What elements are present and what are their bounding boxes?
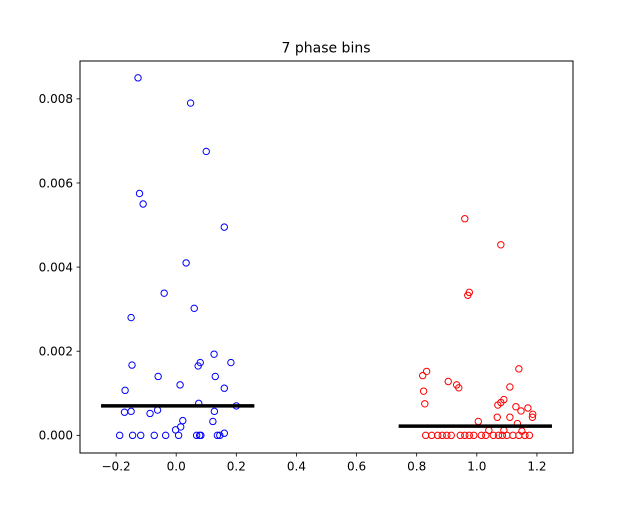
data-point [525, 431, 534, 440]
data-point [120, 408, 129, 416]
data-point [494, 401, 502, 409]
x-axis: −0.2 0.0 0.2 0.4 0.6 0.8 1.0 1.2 [102, 453, 546, 474]
data-point [477, 431, 486, 440]
data-point [419, 387, 428, 395]
data-point [506, 383, 514, 391]
data-point [209, 417, 217, 426]
data-point [497, 241, 505, 249]
data-point [498, 431, 507, 440]
y-tick-label: 0.008 [39, 92, 73, 106]
data-point [227, 358, 235, 367]
x-tick-label: 0.0 [167, 460, 186, 474]
data-point [447, 431, 455, 440]
x-tick-label: −0.2 [102, 460, 131, 474]
data-point [137, 431, 145, 440]
data-point [160, 289, 168, 297]
data-point [146, 409, 154, 418]
chart-title: 7 phase bins [282, 41, 371, 57]
data-marks [115, 74, 537, 440]
data-point [515, 365, 523, 373]
data-point [465, 431, 473, 440]
plot-frame [79, 60, 574, 454]
data-point [174, 431, 183, 440]
data-point [438, 431, 446, 440]
data-point [192, 431, 201, 440]
x-tick-label: 0.4 [287, 460, 306, 474]
data-point [464, 291, 472, 299]
data-point [128, 361, 136, 369]
data-point [211, 372, 219, 381]
data-point [139, 200, 147, 208]
data-point [418, 371, 427, 380]
data-point [220, 429, 228, 437]
series-1 [115, 74, 241, 440]
data-point [506, 413, 514, 421]
data-point [528, 413, 537, 421]
data-point [210, 350, 218, 358]
data-point [182, 259, 190, 267]
x-tick-label: 0.6 [347, 460, 366, 474]
data-point [529, 410, 537, 419]
data-point [190, 304, 198, 313]
data-point [220, 223, 228, 231]
x-tick-label: 0.8 [407, 460, 426, 474]
data-point [422, 367, 431, 376]
data-point [213, 431, 222, 440]
data-point [517, 407, 525, 415]
data-point [216, 431, 224, 440]
data-point [455, 384, 463, 392]
data-point [127, 313, 135, 322]
x-tick-label: 1.2 [527, 460, 546, 474]
data-point [186, 99, 195, 107]
mean-lines [101, 404, 552, 428]
data-point [444, 377, 452, 386]
y-tick-label: 0.006 [39, 176, 73, 190]
data-point [197, 431, 205, 440]
data-point [524, 404, 532, 412]
data-point [493, 413, 501, 421]
data-point [171, 426, 180, 434]
data-point [443, 431, 451, 440]
data-point [461, 215, 469, 223]
data-point [494, 431, 503, 440]
y-tick-label: 0.002 [39, 345, 73, 359]
data-point [176, 381, 184, 389]
data-point [134, 74, 142, 82]
data-point [512, 403, 520, 411]
data-point [135, 189, 144, 198]
data-point [194, 362, 202, 370]
data-point [150, 431, 158, 440]
data-point [179, 416, 187, 425]
series-2 [418, 215, 537, 440]
data-point [220, 384, 228, 392]
data-point [154, 372, 162, 381]
x-tick-label: 0.2 [227, 460, 246, 474]
data-point [434, 431, 442, 440]
data-point [521, 431, 529, 440]
data-point [115, 431, 124, 440]
data-point [421, 400, 429, 408]
data-point [161, 431, 170, 440]
data-point [456, 431, 464, 440]
data-point [470, 431, 478, 440]
y-tick-label: 0.000 [39, 429, 73, 443]
data-point [210, 407, 219, 416]
data-point [461, 431, 469, 440]
data-point [482, 431, 490, 440]
data-point [121, 386, 129, 395]
y-axis: 0.000 0.002 0.004 0.006 0.008 [39, 92, 80, 443]
x-tick-label: 1.0 [467, 460, 486, 474]
y-tick-label: 0.004 [39, 260, 73, 274]
data-point [202, 147, 210, 156]
data-point [128, 431, 137, 440]
data-point [489, 431, 498, 440]
